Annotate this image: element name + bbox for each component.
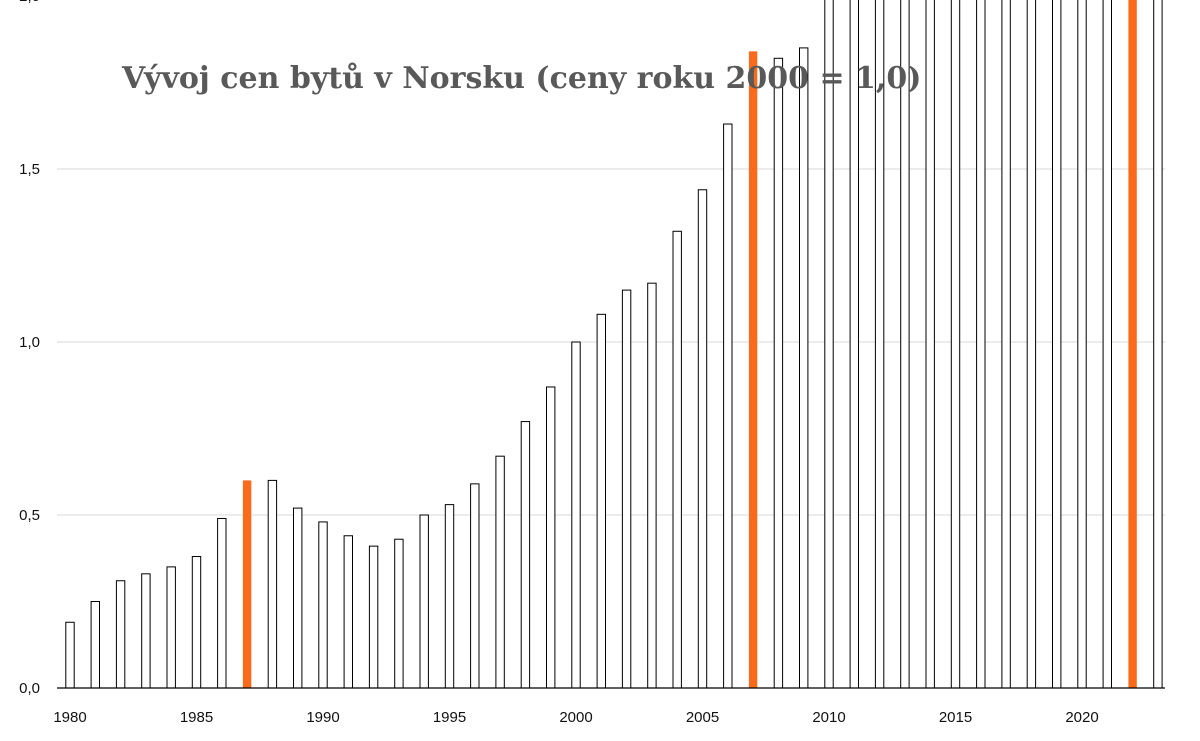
bar-1980 [65,621,75,689]
x-tick-label: 2020 [1065,709,1098,726]
bar-1992 [368,545,379,689]
bar-2010 [824,0,834,689]
bar-1981 [90,601,100,689]
y-tick-label: 0,0 [19,680,40,697]
bar-1986 [217,517,227,689]
x-tick-label: 1985 [180,709,213,726]
y-tick-label: 1,5 [19,161,40,178]
bar-2005 [697,189,708,689]
y-tick-label: 2,0 [19,0,40,5]
x-tick-label: 1990 [306,709,339,726]
bar-1990 [318,521,328,689]
x-tick-label: 1995 [433,709,466,726]
bar-1999 [546,386,556,689]
bar-2012 [874,0,885,689]
x-tick-label: 2015 [939,709,972,726]
bar-1983 [141,573,151,689]
bar-2023 [1153,0,1163,689]
bar-2013 [900,0,910,689]
bar-2003 [647,282,657,689]
bar-1984 [166,566,176,689]
bar-2008 [773,57,784,689]
bar-2000 [571,341,581,689]
bar-2014 [925,0,935,689]
y-tick-label: 1,0 [19,334,40,351]
bar-1988 [267,479,278,689]
tick-labels: 0,00,51,01,52,02,53,03,51980198519901995… [19,0,1099,726]
bar-2019 [1052,0,1062,689]
bar-2021 [1102,0,1112,689]
bar-2018 [1026,0,1037,689]
bar-highlighted-1987 [242,480,252,688]
x-tick-label: 2005 [686,709,719,726]
bar-1985 [191,556,202,689]
bar-2006 [723,123,733,689]
y-tick-label: 0,5 [19,507,40,524]
x-tick-label: 2000 [559,709,592,726]
bar-2016 [976,0,986,689]
bar-2002 [621,289,632,689]
bar-2020 [1077,0,1087,689]
bar-1989 [293,507,303,689]
bar-1998 [520,421,531,689]
bar-1995 [444,504,455,689]
bar-1982 [115,580,126,689]
bar-1996 [470,483,480,689]
bar-1991 [343,535,354,689]
bar-1993 [394,538,404,689]
bar-2004 [672,230,682,689]
bar-2015 [950,0,961,689]
x-tick-label: 2010 [812,709,845,726]
chart-title: Vývoj cen bytů v Norsku (ceny roku 2000 … [121,61,921,96]
bar-2001 [596,313,606,689]
bar-highlighted-2022 [1128,0,1137,689]
bar-1994 [419,514,429,689]
bar-2011 [849,0,859,689]
bar-2017 [1001,0,1011,689]
x-tick-label: 1980 [53,709,86,726]
bar-highlighted-2007 [748,51,758,689]
bar-1997 [495,455,505,689]
bar-2009 [799,47,809,689]
bars [65,0,1163,689]
